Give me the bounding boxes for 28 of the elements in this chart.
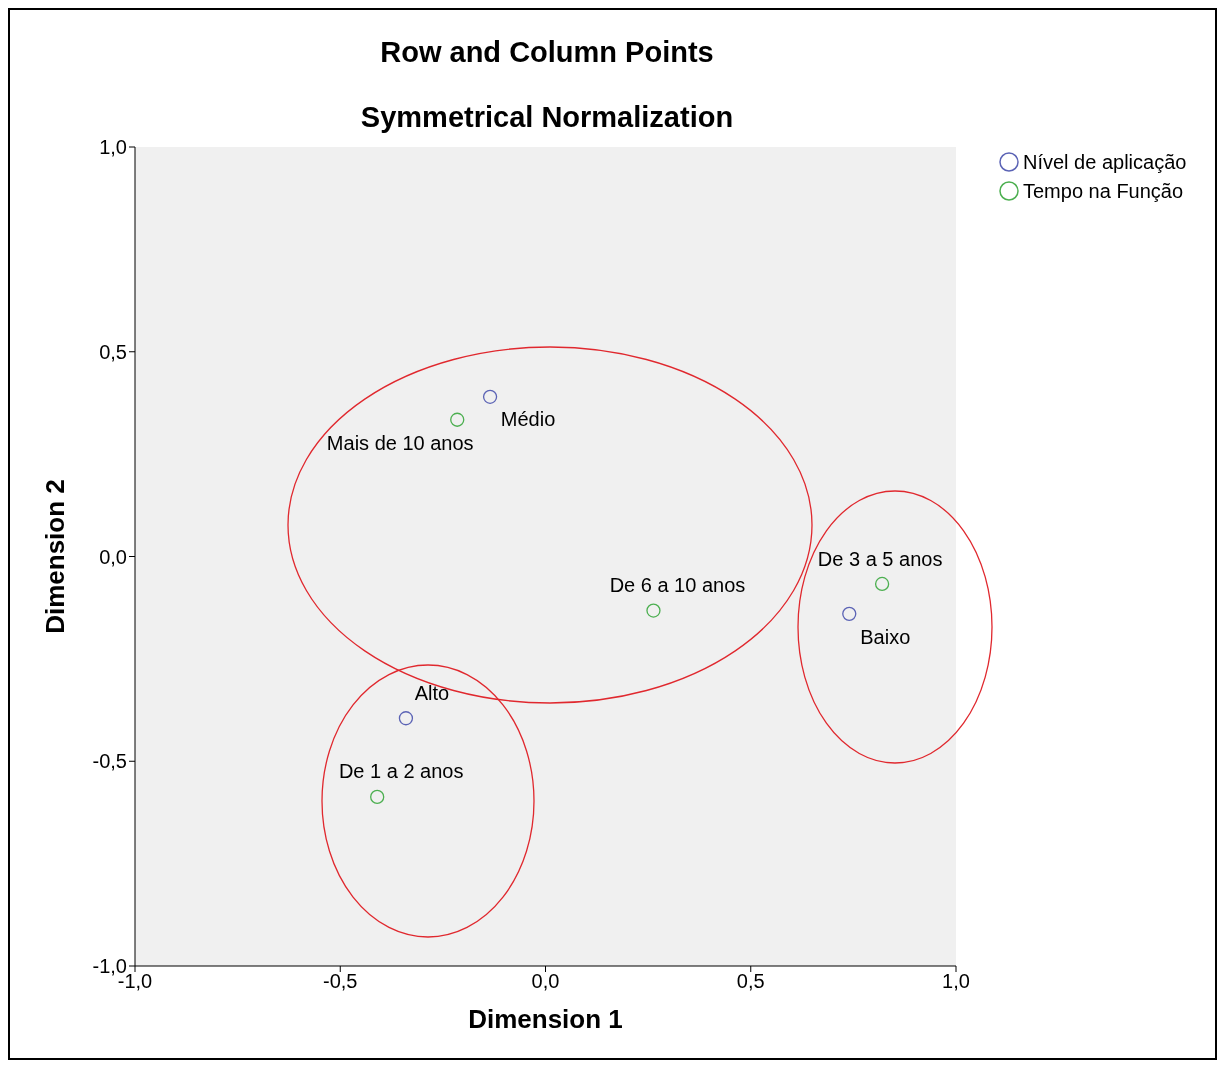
- chart-title: Row and Column Points: [380, 36, 714, 68]
- y-tick-label: 0,0: [99, 545, 127, 568]
- point: [482, 389, 498, 404]
- x-axis-title: Dimension 1: [468, 1004, 623, 1034]
- legend-label: Tempo na Função: [1023, 180, 1184, 202]
- point: [874, 576, 890, 592]
- chart-subtitle: Symmetrical Normalization: [360, 101, 734, 133]
- x-tick-label: 0,5: [736, 970, 765, 993]
- y-tick-label: -0,5: [92, 750, 127, 773]
- legend-label: Nível de aplicação: [1023, 151, 1187, 173]
- annotation: De 3 a 5 anos: [817, 547, 943, 570]
- y-tick-label: 1,0: [99, 136, 127, 159]
- x-tick-label: 1,0: [942, 970, 970, 993]
- y-axis-title: Dimension 2: [40, 479, 71, 634]
- annotation: Baixo: [860, 625, 911, 648]
- point: [842, 606, 857, 621]
- annotation: Alto: [414, 682, 450, 705]
- annotation: De 1 a 2 anos: [338, 759, 464, 782]
- x-tick-label: -0,5: [323, 970, 358, 993]
- point: [646, 603, 661, 618]
- annotation: Mais de 10 anos: [326, 431, 474, 454]
- point: [450, 412, 465, 427]
- annotation: De 6 a 10 anos: [609, 573, 746, 596]
- point: [370, 789, 385, 805]
- annotation: Médio: [500, 407, 556, 430]
- y-tick-label: 0,5: [99, 340, 127, 363]
- x-tick-label: 0,0: [531, 970, 560, 993]
- point: [398, 711, 414, 726]
